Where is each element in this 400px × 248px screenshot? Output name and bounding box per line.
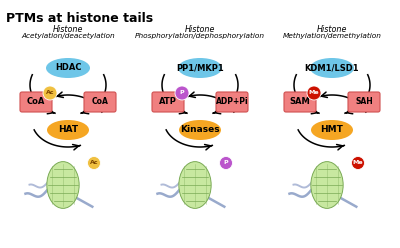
Text: Me: Me bbox=[309, 91, 319, 95]
Circle shape bbox=[43, 86, 57, 100]
Text: SAH: SAH bbox=[355, 97, 373, 106]
FancyBboxPatch shape bbox=[348, 92, 380, 112]
Text: ADP+Pi: ADP+Pi bbox=[216, 97, 248, 106]
Ellipse shape bbox=[310, 58, 354, 78]
FancyBboxPatch shape bbox=[284, 92, 316, 112]
Text: Histone: Histone bbox=[317, 25, 347, 34]
Text: Histone: Histone bbox=[53, 25, 83, 34]
Ellipse shape bbox=[179, 162, 211, 208]
Text: PTMs at histone tails: PTMs at histone tails bbox=[6, 12, 153, 25]
Text: P: P bbox=[224, 160, 228, 165]
Circle shape bbox=[307, 86, 321, 100]
Ellipse shape bbox=[46, 58, 90, 78]
Circle shape bbox=[220, 156, 232, 169]
Text: P: P bbox=[180, 91, 184, 95]
Text: CoA: CoA bbox=[92, 97, 108, 106]
Ellipse shape bbox=[178, 58, 222, 78]
Circle shape bbox=[175, 86, 189, 100]
Ellipse shape bbox=[179, 120, 221, 140]
Text: CoA: CoA bbox=[27, 97, 45, 106]
Text: Phosphorylation/dephosphorylation: Phosphorylation/dephosphorylation bbox=[135, 33, 265, 39]
Text: SAM: SAM bbox=[290, 97, 310, 106]
Text: Ac: Ac bbox=[46, 91, 54, 95]
FancyBboxPatch shape bbox=[216, 92, 248, 112]
Ellipse shape bbox=[311, 120, 353, 140]
FancyBboxPatch shape bbox=[84, 92, 116, 112]
Ellipse shape bbox=[47, 162, 79, 208]
Circle shape bbox=[352, 156, 364, 169]
Text: Kinases: Kinases bbox=[180, 125, 220, 134]
Text: Me: Me bbox=[353, 160, 363, 165]
Text: ATP: ATP bbox=[159, 97, 177, 106]
Text: Histone: Histone bbox=[185, 25, 215, 34]
Ellipse shape bbox=[311, 162, 343, 208]
Text: HMT: HMT bbox=[320, 125, 344, 134]
FancyBboxPatch shape bbox=[152, 92, 184, 112]
Text: PP1/MKP1: PP1/MKP1 bbox=[176, 63, 224, 72]
Text: HDAC: HDAC bbox=[55, 63, 81, 72]
Text: HAT: HAT bbox=[58, 125, 78, 134]
Text: Acetylation/deacetylation: Acetylation/deacetylation bbox=[21, 33, 115, 39]
Ellipse shape bbox=[47, 120, 89, 140]
Circle shape bbox=[88, 156, 100, 169]
Text: Ac: Ac bbox=[90, 160, 98, 165]
Text: KDM1/LSD1: KDM1/LSD1 bbox=[305, 63, 359, 72]
Text: Methylation/demethylation: Methylation/demethylation bbox=[282, 33, 382, 39]
FancyBboxPatch shape bbox=[20, 92, 52, 112]
